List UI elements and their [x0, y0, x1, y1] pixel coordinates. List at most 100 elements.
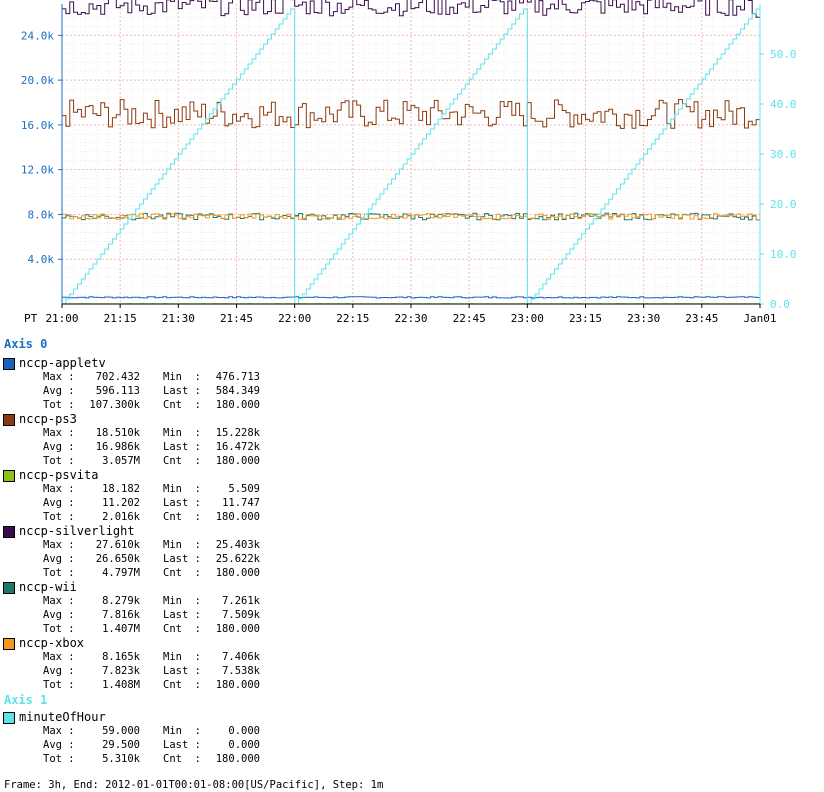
x-tick-label: 21:30 — [162, 312, 195, 325]
legend-stat-label: Max : — [43, 725, 75, 737]
legend-stat-label: Avg : — [43, 739, 75, 751]
legend-stat-value: 15.228k — [215, 427, 260, 439]
footer-frame-info: Frame: 3h, End: 2012-01-01T00:01-08:00[U… — [4, 779, 384, 791]
legend-stat-value: 7.406k — [222, 651, 260, 663]
legend-stat-label: Cnt : — [163, 399, 201, 411]
left-tick-label: 24.0k — [21, 29, 54, 42]
legend-stat-label: Max : — [43, 595, 75, 607]
legend-name-nccp-wii: nccp-wii — [19, 580, 77, 594]
series-minuteOfHour — [62, 8, 760, 305]
legend-stat-value: 180.000 — [215, 399, 260, 411]
legend-stat-value: 0.000 — [228, 739, 260, 751]
x-tick-label: 23:00 — [511, 312, 544, 325]
legend-stat-label: Last : — [163, 385, 201, 397]
legend-stat-label: Cnt : — [163, 511, 201, 523]
right-tick-label: 0.0 — [770, 298, 790, 311]
legend-stat-label: Avg : — [43, 497, 75, 509]
legend-stat-label: Cnt : — [163, 753, 201, 765]
legend-stat-value: 7.538k — [222, 665, 260, 677]
legend-stat-value: 584.349 — [215, 385, 260, 397]
legend-stat-value: 7.823k — [102, 665, 140, 677]
time-series-chart: 4.0k 8.0k 12.0k 16.0k 20.0k 24.0k 0.0 10.0 20.0 3… — [21, 0, 797, 325]
x-axis-timezone-label: PT — [24, 312, 38, 325]
legend-stat-label: Avg : — [43, 385, 75, 397]
legend-stat-label: Max : — [43, 483, 75, 495]
legend-stat-label: Min : — [163, 539, 201, 551]
legend-name-nccp-silverlight: nccp-silverlight — [19, 524, 135, 538]
legend-stat-label: Tot : — [43, 567, 75, 579]
legend-stat-value: 180.000 — [215, 623, 260, 635]
legend-stat-label: Cnt : — [163, 679, 201, 691]
legend-stat-value: 11.747 — [222, 497, 260, 509]
left-tick-label: 4.0k — [28, 253, 55, 266]
legend-stat-label: Tot : — [43, 623, 75, 635]
x-tick-label: 22:30 — [394, 312, 427, 325]
legend-stat-label: Tot : — [43, 511, 75, 523]
x-tick-label: 21:15 — [104, 312, 137, 325]
legend-stat-value: 1.408M — [102, 679, 140, 691]
x-tick-label: 23:15 — [569, 312, 602, 325]
x-tick-label: 22:00 — [278, 312, 311, 325]
right-tick-label: 40.0 — [770, 98, 797, 111]
legend-stat-label: Min : — [163, 595, 201, 607]
legend-stat-label: Min : — [163, 483, 201, 495]
legend-stat-value: 2.016k — [102, 511, 140, 523]
legend-name-nccp-psvita: nccp-psvita — [19, 468, 99, 482]
right-tick-label: 50.0 — [770, 48, 797, 61]
legend-name-nccp-xbox: nccp-xbox — [19, 636, 85, 650]
legend-swatch-minuteOfHour — [3, 712, 15, 724]
legend-swatch-nccp-psvita — [3, 470, 15, 482]
legend-stat-value: 16.986k — [95, 441, 140, 453]
legend-swatch-nccp-appletv — [3, 358, 15, 370]
right-tick-label: 10.0 — [770, 248, 797, 261]
legend-stat-value: 18.510k — [95, 427, 140, 439]
legend-stat-label: Cnt : — [163, 623, 201, 635]
x-tick-label: 22:15 — [336, 312, 369, 325]
legend-stat-value: 59.000 — [102, 725, 140, 737]
legend-stat-label: Min : — [163, 371, 201, 383]
legend-stat-label: Last : — [163, 553, 201, 565]
legend-stat-label: Last : — [163, 739, 201, 751]
series-nccp-appletv — [62, 296, 760, 299]
series-nccp-ps3 — [62, 99, 760, 129]
legend-stat-label: Min : — [163, 651, 201, 663]
legend-name-nccp-ps3: nccp-ps3 — [19, 412, 77, 426]
legend-stat-value: 180.000 — [215, 511, 260, 523]
legend-stat-value: 180.000 — [215, 455, 260, 467]
legend-stat-label: Last : — [163, 497, 201, 509]
legend-stat-value: 702.432 — [95, 371, 140, 383]
left-tick-label: 8.0k — [28, 208, 55, 221]
legend-stat-value: 476.713 — [215, 371, 260, 383]
legend-stat-label: Max : — [43, 427, 75, 439]
legend-stat-value: 107.300k — [89, 399, 140, 411]
legend-name-minuteOfHour: minuteOfHour — [19, 710, 106, 724]
legend-stat-label: Last : — [163, 665, 201, 677]
legend-stat-value: 1.407M — [102, 623, 140, 635]
x-tick-label: 23:45 — [685, 312, 718, 325]
legend-swatch-nccp-ps3 — [3, 414, 15, 426]
legend-stat-label: Tot : — [43, 399, 75, 411]
legend-name-nccp-appletv: nccp-appletv — [19, 356, 106, 370]
legend-swatch-nccp-silverlight — [3, 526, 15, 538]
legend-stat-value: 18.182 — [102, 483, 140, 495]
x-tick-label: 22:45 — [453, 312, 486, 325]
legend-stat-value: 8.279k — [102, 595, 140, 607]
legend-stat-value: 16.472k — [215, 441, 260, 453]
legend-stat-value: 180.000 — [215, 679, 260, 691]
legend-stat-label: Cnt : — [163, 567, 201, 579]
legend-stat-value: 4.797M — [102, 567, 140, 579]
legend-axis0-title: Axis 0 — [4, 337, 48, 351]
legend-stat-label: Avg : — [43, 553, 75, 565]
legend-stat-value: 0.000 — [228, 725, 260, 737]
x-tick-label: Jan01 — [743, 312, 776, 325]
legend-stat-value: 27.610k — [95, 539, 140, 551]
legend-stat-value: 25.403k — [215, 539, 260, 551]
legend-swatch-nccp-wii — [3, 582, 15, 594]
legend-stat-label: Max : — [43, 539, 75, 551]
legend-stat-value: 7.509k — [222, 609, 260, 621]
legend-stat-label: Min : — [163, 427, 201, 439]
legend-stat-value: 596.113 — [95, 385, 140, 397]
legend-stat-value: 29.500 — [102, 739, 140, 751]
legend-stat-label: Max : — [43, 651, 75, 663]
series-nccp-xbox — [62, 213, 760, 221]
